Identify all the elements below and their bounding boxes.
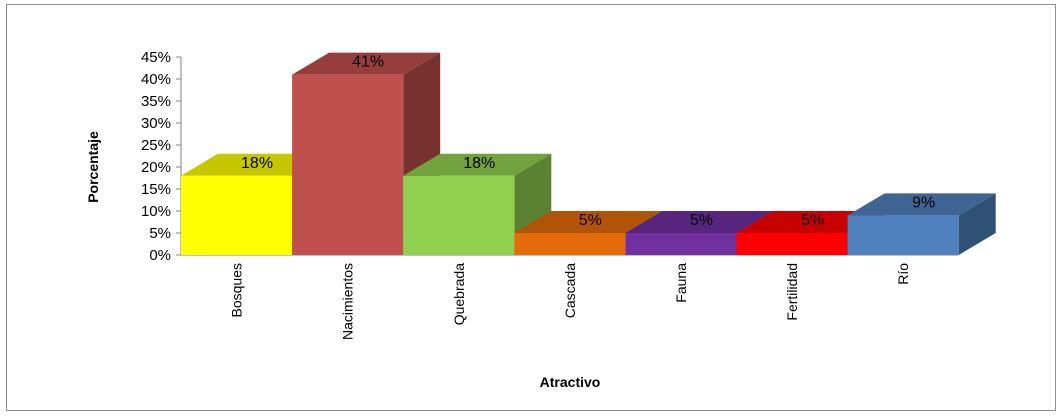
- data-label: 18%: [463, 155, 495, 172]
- y-tick-label: 25%: [141, 137, 171, 154]
- bar-side: [958, 193, 996, 255]
- x-tick-label: Fertilidad: [784, 263, 800, 321]
- y-tick-label: 40%: [141, 71, 171, 88]
- data-label: 5%: [801, 212, 824, 229]
- bar-top: [181, 153, 330, 176]
- x-tick-label: Cascada: [562, 263, 578, 318]
- data-label: 41%: [352, 54, 384, 71]
- bar: [514, 233, 626, 255]
- x-tick-label: Fauna: [673, 263, 689, 303]
- bar-top: [736, 211, 885, 233]
- x-tick-label: Nacimientos: [340, 263, 356, 340]
- data-label: 18%: [241, 155, 273, 172]
- bar: [625, 233, 737, 255]
- x-axis-title: Atractivo: [540, 374, 601, 390]
- y-tick-label: 20%: [141, 159, 171, 176]
- bar-top: [847, 193, 996, 216]
- data-label: 5%: [579, 212, 602, 229]
- data-label: 5%: [690, 212, 713, 229]
- x-tick-label: Bosques: [229, 263, 245, 317]
- bar: [181, 175, 293, 255]
- bar-top: [403, 153, 552, 176]
- y-axis-title: Porcentaje: [85, 131, 101, 203]
- bar: [292, 74, 404, 255]
- data-label: 9%: [912, 194, 935, 211]
- y-tick-label: 45%: [141, 49, 171, 66]
- x-tick-label: Quebrada: [451, 263, 467, 325]
- x-tick-label: Río: [895, 263, 911, 285]
- bar-top: [292, 52, 441, 75]
- bar: [847, 215, 959, 255]
- y-tick-label: 10%: [141, 203, 171, 220]
- bar-top: [514, 211, 663, 233]
- y-tick-label: 35%: [141, 93, 171, 110]
- bar: [403, 175, 515, 255]
- y-tick-label: 0%: [149, 247, 171, 264]
- bar: [736, 233, 848, 255]
- bar-top: [625, 211, 774, 233]
- y-tick-label: 5%: [149, 225, 171, 242]
- y-tick-label: 15%: [141, 181, 171, 198]
- y-tick-label: 30%: [141, 115, 171, 132]
